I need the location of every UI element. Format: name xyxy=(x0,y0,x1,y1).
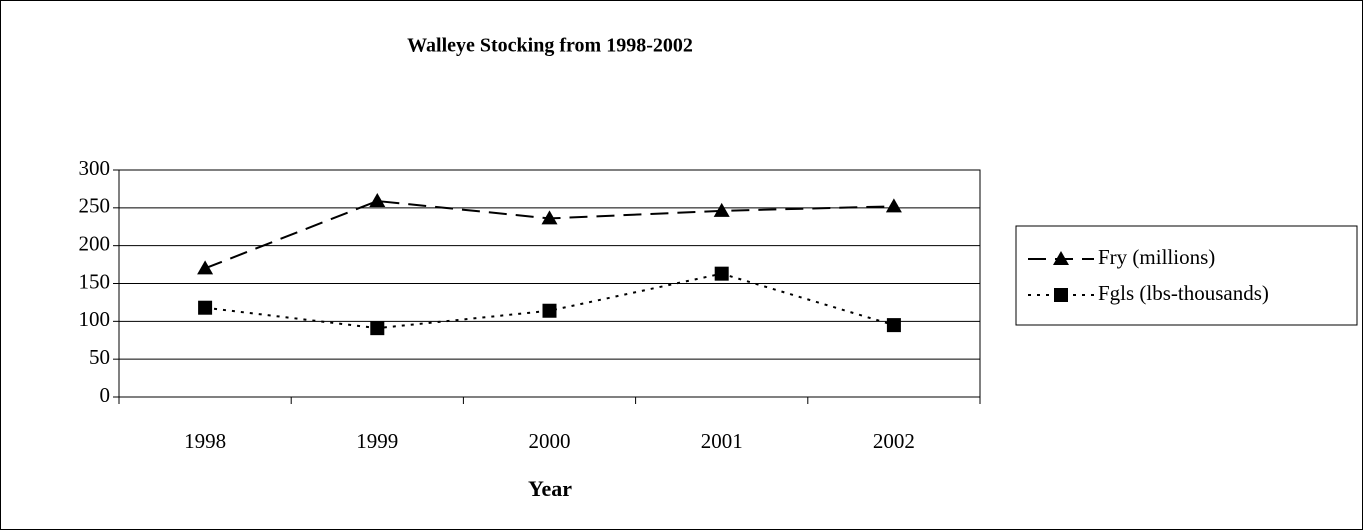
marker xyxy=(714,266,729,281)
marker xyxy=(542,303,557,318)
legend-label: Fgls (lbs-thousands) xyxy=(1098,281,1269,305)
x-tick-label: 2000 xyxy=(529,429,571,453)
x-axis-title: Year xyxy=(528,476,572,501)
marker xyxy=(1054,288,1068,302)
marker xyxy=(885,198,902,213)
x-tick-label: 1999 xyxy=(356,429,398,453)
y-tick-label: 100 xyxy=(79,307,111,331)
legend-label: Fry (millions) xyxy=(1098,245,1215,269)
x-tick-label: 2001 xyxy=(701,429,743,453)
x-tick-label: 2002 xyxy=(873,429,915,453)
legend-box xyxy=(1015,225,1358,326)
x-tick-label: 1998 xyxy=(184,429,226,453)
marker xyxy=(370,321,385,336)
marker xyxy=(886,318,901,333)
y-tick-label: 200 xyxy=(79,231,111,255)
marker xyxy=(197,260,214,275)
y-tick-label: 250 xyxy=(79,194,111,218)
marker xyxy=(713,202,730,217)
marker xyxy=(1053,251,1069,265)
marker xyxy=(198,300,213,315)
marker xyxy=(369,193,386,208)
y-tick-label: 0 xyxy=(100,383,111,407)
marker xyxy=(541,210,558,225)
y-tick-label: 300 xyxy=(79,156,111,180)
y-tick-label: 150 xyxy=(79,269,111,293)
y-tick-label: 50 xyxy=(89,345,110,369)
chart-title: Walleye Stocking from 1998-2002 xyxy=(407,35,693,57)
